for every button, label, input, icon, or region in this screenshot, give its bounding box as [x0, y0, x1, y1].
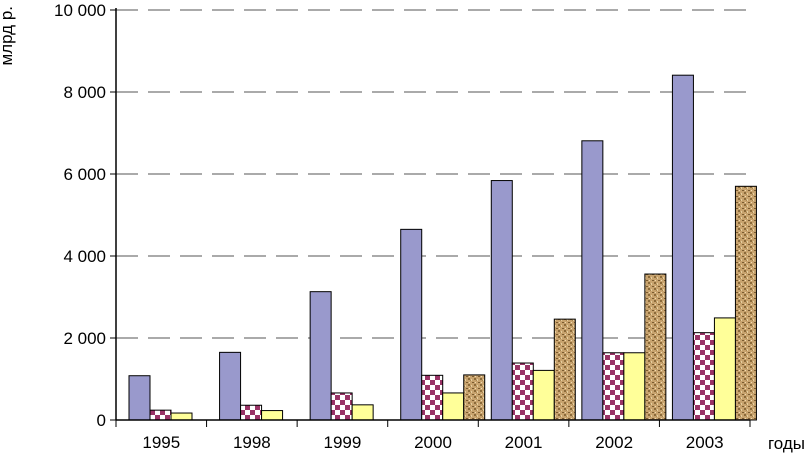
bar-1998-s1: [219, 351, 242, 421]
x-tick-label: 2000: [414, 433, 452, 452]
bar-1999-s3: [351, 404, 374, 421]
y-tick-label: 0: [97, 411, 106, 430]
bar-2000-s2: [421, 374, 444, 421]
bar-1999-s2: [330, 392, 353, 421]
y-tick-label: 4 000: [63, 247, 106, 266]
bar-1995-s3: [170, 412, 193, 421]
bar-2002-s2: [602, 352, 625, 421]
bar-2001-s1: [490, 180, 513, 421]
bar-2000-s4: [463, 374, 486, 421]
bars: [128, 74, 757, 421]
axes: [110, 8, 751, 427]
bar-2003-s3: [713, 317, 736, 421]
bar-2001-s2: [511, 362, 534, 421]
y-tick-label: 2 000: [63, 329, 106, 348]
x-tick-label: 1998: [233, 433, 271, 452]
bar-2001-s3: [532, 369, 555, 421]
bar-2003-s4: [734, 185, 757, 421]
x-axis-title: годы: [768, 434, 805, 453]
bar-1998-s3: [261, 410, 284, 421]
bar-2003-s2: [692, 332, 715, 421]
bar-1999-s1: [309, 291, 332, 421]
bar-2001-s4: [553, 318, 576, 421]
y-tick-label: 8 000: [63, 83, 106, 102]
y-axis-title: млрд р.: [0, 6, 16, 66]
y-tick-label: 10 000: [54, 1, 106, 20]
bar-2002-s3: [623, 352, 646, 421]
x-tick-label: 1995: [142, 433, 180, 452]
bar-2002-s1: [581, 140, 604, 421]
bar-1995-s2: [149, 409, 172, 421]
gridlines: [116, 9, 750, 339]
x-tick-label: 2003: [686, 433, 724, 452]
x-tick-label: 1999: [324, 433, 362, 452]
x-tick-label: 2001: [505, 433, 543, 452]
bar-2000-s1: [400, 228, 423, 421]
bar-2002-s4: [644, 273, 667, 421]
y-tick-label: 6 000: [63, 165, 106, 184]
bar-1998-s2: [240, 404, 263, 421]
bar-1995-s1: [128, 375, 151, 421]
bar-2000-s3: [442, 392, 465, 421]
bar-2003-s1: [671, 74, 694, 421]
x-tick-label: 2002: [595, 433, 633, 452]
